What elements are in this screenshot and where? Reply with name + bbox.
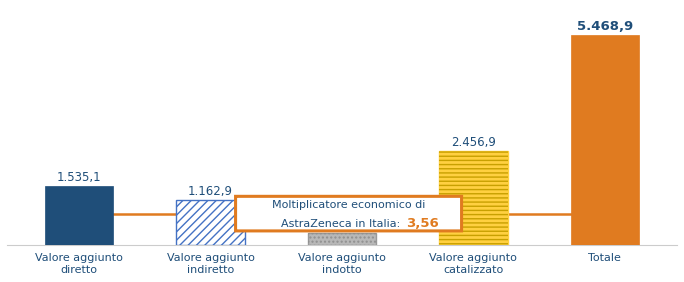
Text: 1.535,1: 1.535,1 (57, 171, 101, 184)
Bar (45, 186, 114, 245)
Text: AstraZeneca in Italia:: AstraZeneca in Italia: (280, 219, 404, 229)
FancyBboxPatch shape (235, 196, 462, 231)
Bar (570, 35, 639, 245)
Bar (176, 201, 245, 245)
Text: 2.456,9: 2.456,9 (451, 136, 496, 149)
Bar (308, 233, 376, 245)
Bar (439, 151, 508, 245)
Bar (308, 233, 376, 245)
Text: 3,56: 3,56 (406, 217, 438, 230)
Text: 314,1: 314,1 (325, 218, 359, 231)
Bar (439, 151, 508, 245)
Text: Moltiplicatore economico di: Moltiplicatore economico di (272, 200, 425, 210)
Text: 5.468,9: 5.468,9 (577, 20, 633, 33)
Bar (176, 201, 245, 245)
Text: 1.162,9: 1.162,9 (188, 185, 233, 198)
